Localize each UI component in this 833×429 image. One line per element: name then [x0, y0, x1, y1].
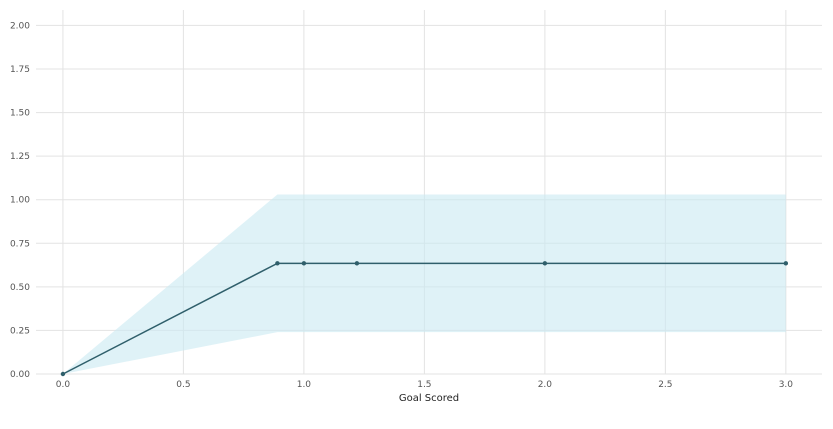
y-tick-label: 0.00	[10, 370, 30, 380]
y-tick-label: 1.50	[10, 109, 30, 119]
data-point	[783, 261, 789, 266]
data-point	[542, 261, 548, 266]
data-point	[60, 371, 66, 377]
x-grid	[62, 10, 787, 374]
x-tick-labels: 0.0 0.5 1.0 1.5 2.0 2.5 3.0	[56, 380, 794, 390]
x-tick-label: 0.5	[176, 380, 190, 390]
y-tick-label: 0.50	[10, 283, 30, 293]
y-tick-label: 1.00	[10, 196, 30, 206]
x-axis-title: Goal Scored	[399, 393, 459, 404]
y-tick-labels: 0.00 0.25 0.50 0.75 1.00 1.25 1.50 1.75 2.00	[10, 21, 30, 380]
data-point	[354, 261, 360, 266]
y-tick-label: 1.75	[10, 65, 30, 75]
y-tick-label: 0.25	[10, 326, 30, 336]
x-tick-label: 2.0	[538, 380, 553, 390]
x-tick-label: 1.0	[297, 380, 312, 390]
confidence-bands	[62, 194, 786, 374]
series-line	[62, 262, 786, 375]
y-tick-label: 1.25	[10, 152, 30, 162]
data-point	[275, 261, 280, 266]
series-points	[60, 261, 789, 377]
y-tick-label: 0.75	[10, 239, 30, 249]
x-tick-label: 2.5	[658, 380, 672, 390]
x-tick-label: 1.5	[417, 380, 431, 390]
data-point	[301, 261, 307, 266]
series-lines	[62, 262, 786, 375]
x-tick-label: 0.0	[56, 380, 71, 390]
confidence-band	[62, 194, 786, 374]
y-tick-label: 2.00	[10, 21, 30, 31]
x-tick-label: 3.0	[779, 380, 794, 390]
